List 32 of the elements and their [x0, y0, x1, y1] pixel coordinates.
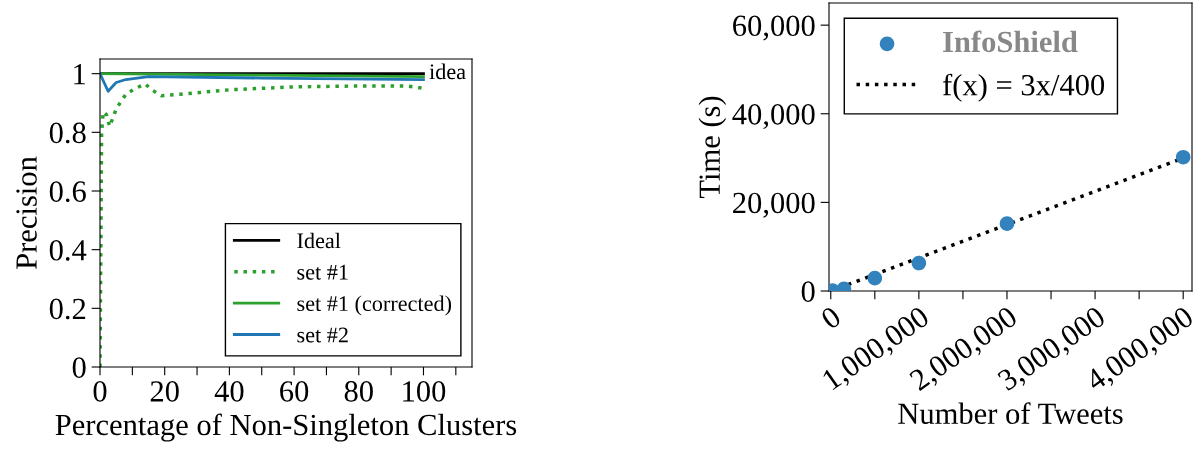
- legend-label: Ideal: [297, 232, 341, 249]
- y-tick-label: 20,000: [733, 192, 815, 218]
- annotation: idea: [429, 63, 466, 80]
- point: [1175, 149, 1191, 165]
- y-tick-label: 0.6: [49, 181, 86, 203]
- point: [867, 270, 883, 286]
- x-tick-label: 60: [280, 381, 309, 402]
- x-tick-label: 20: [150, 381, 179, 402]
- y-axis-title: Precision: [16, 156, 37, 269]
- y-tick-label: 0.4: [49, 239, 87, 261]
- y-tick-label: 40,000: [732, 104, 815, 130]
- y-tick-label: 60,000: [733, 15, 815, 41]
- line-series: [100, 72, 425, 93]
- legend-label: f(x) = 3x/400: [943, 73, 1105, 102]
- y-tick-label: 1: [74, 64, 85, 85]
- x-tick-label: 40: [214, 381, 244, 402]
- x-axis-title: Number of Tweets: [898, 402, 1123, 425]
- x-tick-label: 80: [344, 381, 373, 402]
- point: [999, 216, 1015, 231]
- legend-label: set #1 (corrected): [297, 295, 452, 316]
- y-axis-title: Time (s): [698, 96, 727, 199]
- y-tick-label: 0.2: [49, 298, 86, 320]
- legend-label: InfoShield: [943, 30, 1078, 53]
- x-tick-label: 100: [403, 381, 446, 402]
- y-tick-label: 0: [72, 357, 86, 378]
- point: [911, 255, 927, 271]
- x-axis-title: Percentage of Non-Singleton Clusters: [55, 413, 517, 442]
- y-tick-label: 0: [801, 281, 815, 302]
- legend-label: set #2: [297, 327, 348, 343]
- x-tick-label: 0: [93, 381, 107, 402]
- y-tick-label: 0.8: [49, 122, 86, 144]
- legend-label: set #1: [297, 264, 348, 280]
